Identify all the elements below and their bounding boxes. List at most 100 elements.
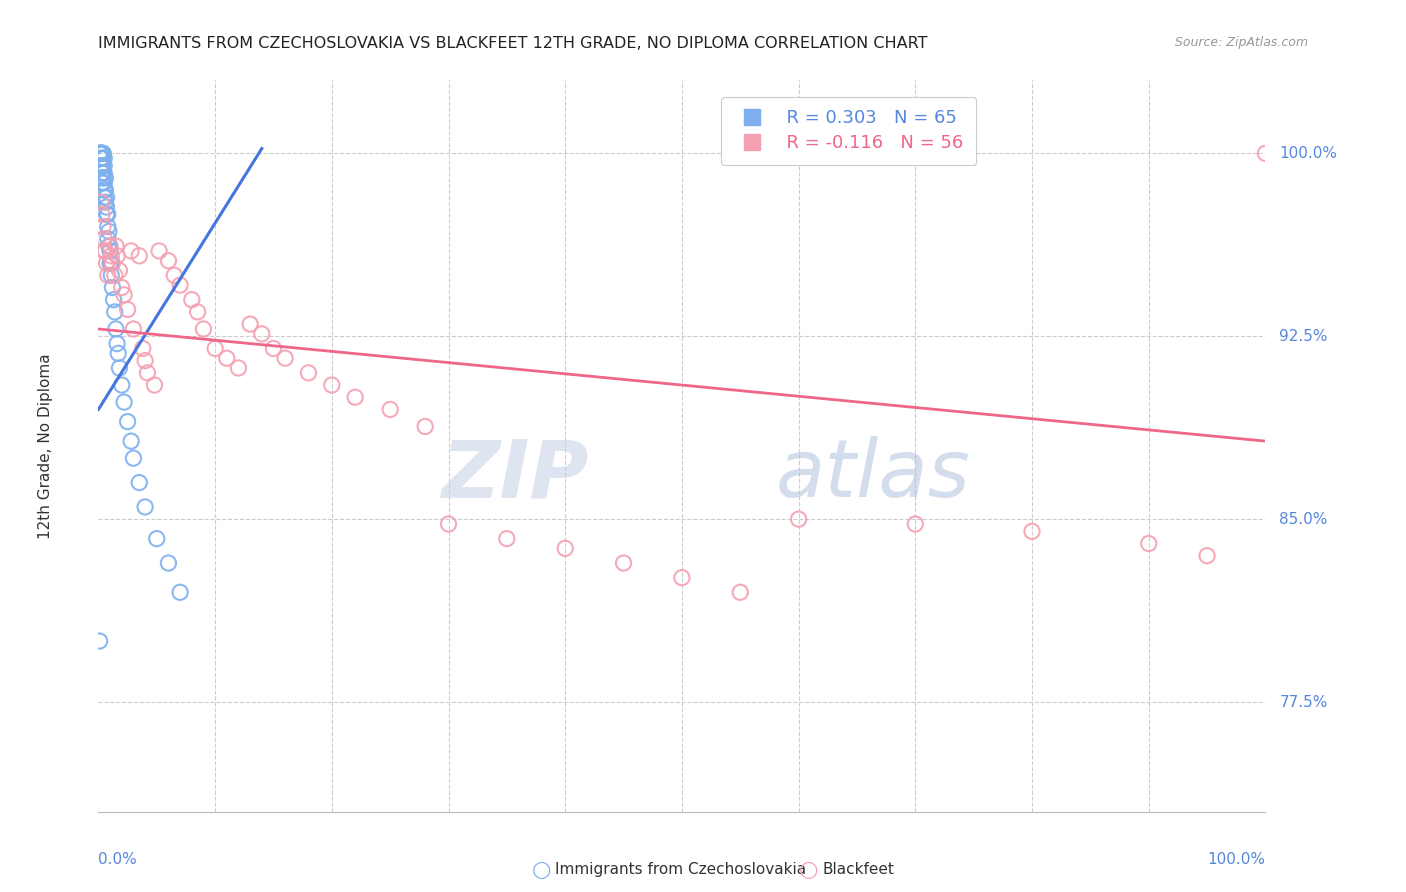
Point	[93, 190, 115, 204]
Point	[90, 146, 112, 161]
Point	[93, 244, 115, 258]
Point	[89, 146, 111, 161]
Point	[90, 166, 112, 180]
Point	[90, 170, 112, 185]
Point	[146, 532, 169, 546]
Point	[134, 500, 156, 514]
Point	[163, 268, 186, 283]
Point	[380, 402, 402, 417]
Point	[101, 280, 124, 294]
Point	[105, 336, 128, 351]
Point	[169, 585, 191, 599]
Point	[91, 166, 114, 180]
Text: ○: ○	[799, 860, 818, 880]
Text: Immigrants from Czechoslovakia: Immigrants from Czechoslovakia	[555, 863, 807, 877]
Point	[250, 326, 273, 341]
Legend:   R = 0.303   N = 65,   R = -0.116   N = 56: R = 0.303 N = 65, R = -0.116 N = 56	[721, 96, 976, 165]
Point	[671, 571, 693, 585]
Point	[90, 146, 112, 161]
Text: IMMIGRANTS FROM CZECHOSLOVAKIA VS BLACKFEET 12TH GRADE, NO DIPLOMA CORRELATION C: IMMIGRANTS FROM CZECHOSLOVAKIA VS BLACKF…	[98, 36, 928, 51]
Point	[93, 183, 115, 197]
Point	[103, 293, 125, 307]
Point	[128, 249, 150, 263]
Point	[90, 151, 112, 165]
Text: 92.5%: 92.5%	[1279, 329, 1327, 343]
Point	[101, 256, 124, 270]
Point	[90, 151, 112, 165]
Point	[496, 532, 519, 546]
Point	[437, 516, 460, 531]
Text: ○: ○	[531, 860, 551, 880]
Point	[90, 146, 112, 161]
Text: ZIP: ZIP	[441, 436, 589, 515]
Point	[97, 224, 120, 238]
Point	[180, 293, 202, 307]
Point	[91, 151, 114, 165]
Point	[128, 475, 150, 490]
Point	[1254, 146, 1277, 161]
Point	[93, 232, 115, 246]
Point	[1021, 524, 1043, 539]
Point	[122, 322, 145, 336]
Point	[91, 219, 114, 234]
Point	[730, 585, 752, 599]
Point	[89, 146, 111, 161]
Point	[134, 353, 156, 368]
Point	[321, 378, 343, 392]
Point	[93, 151, 115, 165]
Point	[904, 516, 927, 531]
Point	[91, 146, 114, 161]
Point	[344, 390, 367, 404]
Point	[100, 268, 122, 283]
Point	[93, 176, 115, 190]
Point	[94, 244, 117, 258]
Point	[111, 280, 134, 294]
Point	[90, 207, 112, 221]
Point	[94, 195, 117, 210]
Point	[98, 256, 121, 270]
Text: atlas: atlas	[775, 436, 970, 515]
Point	[297, 366, 319, 380]
Point	[91, 170, 114, 185]
Text: 77.5%: 77.5%	[1279, 695, 1327, 709]
Point	[91, 146, 114, 161]
Point	[97, 268, 120, 283]
Point	[108, 361, 131, 376]
Point	[120, 434, 142, 449]
Point	[169, 278, 191, 293]
Point	[157, 253, 180, 268]
Point	[239, 317, 262, 331]
Text: 100.0%: 100.0%	[1208, 852, 1265, 867]
Point	[98, 239, 121, 253]
Point	[262, 342, 284, 356]
Point	[613, 556, 636, 570]
Point	[117, 415, 139, 429]
Point	[91, 176, 114, 190]
Point	[120, 244, 142, 258]
Point	[204, 342, 226, 356]
Point	[93, 159, 115, 173]
Point	[96, 190, 118, 204]
Point	[111, 378, 134, 392]
Point	[97, 207, 120, 221]
Point	[89, 146, 111, 161]
Point	[112, 288, 135, 302]
Point	[105, 249, 128, 263]
Text: 85.0%: 85.0%	[1279, 512, 1327, 526]
Point	[97, 239, 120, 253]
Point	[90, 146, 112, 161]
Point	[94, 183, 117, 197]
Text: 100.0%: 100.0%	[1279, 146, 1337, 161]
Point	[89, 634, 111, 648]
Point	[104, 268, 127, 283]
Point	[157, 556, 180, 570]
Point	[193, 322, 215, 336]
Text: Source: ZipAtlas.com: Source: ZipAtlas.com	[1174, 36, 1308, 49]
Point	[96, 256, 118, 270]
Point	[90, 195, 112, 210]
Point	[148, 244, 170, 258]
Point	[90, 146, 112, 161]
Point	[104, 322, 127, 336]
Point	[96, 207, 118, 221]
Point	[187, 305, 209, 319]
